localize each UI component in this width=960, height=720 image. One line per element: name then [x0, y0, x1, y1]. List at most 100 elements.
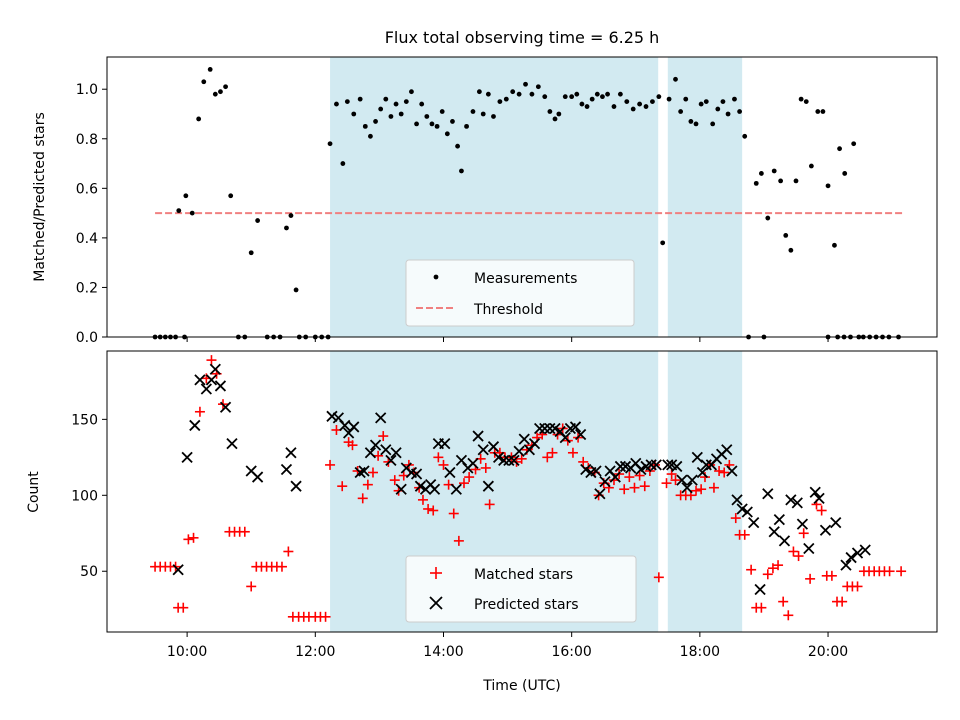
measurement-point-32: [334, 101, 339, 107]
predicted-point-71: [614, 460, 627, 473]
matched-point-57: [448, 508, 459, 519]
measurement-point-66: [516, 91, 522, 97]
measurement-point-80: [594, 91, 600, 97]
matched-point-126: [805, 573, 816, 584]
legend-measurements-marker: [433, 274, 439, 280]
predicted-point-92: [726, 465, 738, 477]
ratio-ytick-label-4: 0.8: [76, 132, 98, 148]
counts-legend: Matched stars Predicted stars: [405, 555, 637, 623]
xtick-label-1: 12:00: [295, 644, 335, 660]
matched-point-32: [320, 611, 331, 622]
predicted-point-105: [803, 542, 815, 555]
matched-point-76: [547, 447, 558, 458]
measurement-point-77: [579, 101, 585, 107]
predicted-point-81: [671, 460, 683, 473]
measurement-point-90: [656, 94, 662, 100]
measurement-point-64: [503, 96, 509, 102]
measurements-series: [152, 66, 901, 340]
predicted-point-44: [477, 444, 489, 456]
legend-matched-label: Matched stars: [474, 567, 573, 583]
measurement-point-44: [398, 111, 404, 117]
measurement-point-35: [351, 111, 357, 117]
measurement-point-82: [605, 91, 610, 97]
panel-ratio: 0.0 0.2 0.4 0.6 0.8 1.0 Matched/Predicted sta…: [32, 56, 938, 346]
measurement-point-12: [212, 91, 218, 97]
predicted-point-107: [813, 492, 825, 504]
predicted-point-45: [482, 480, 494, 492]
matched-point-70: [516, 453, 527, 464]
xtick-label-0: 10:00: [167, 644, 207, 660]
measurement-point-75: [569, 94, 575, 100]
legend-predicted-marker: [429, 596, 443, 610]
measurement-point-10: [201, 79, 207, 85]
legend-threshold-label: Threshold: [473, 302, 543, 318]
measurement-point-96: [688, 119, 694, 124]
measurement-point-14: [223, 84, 228, 90]
measurement-point-112: [778, 178, 784, 184]
matched-point-35: [337, 481, 348, 492]
measurement-point-24: [288, 213, 294, 218]
matched-point-75: [542, 452, 553, 463]
predicted-point-108: [819, 524, 832, 536]
matched-point-43: [378, 431, 389, 442]
measurement-point-36: [357, 96, 363, 102]
measurement-point-51: [434, 123, 440, 129]
predicted-point-78: [650, 459, 662, 471]
measurement-point-86: [630, 106, 636, 112]
predicted-point-102: [785, 494, 797, 506]
predicted-point-110: [840, 559, 852, 571]
matched-point-60: [464, 472, 475, 483]
matched-point-54: [433, 452, 444, 463]
predicted-point-91: [721, 444, 733, 456]
matched-point-128: [816, 505, 827, 516]
predicted-point-101: [778, 535, 791, 547]
measurement-point-62: [491, 114, 496, 119]
predicted-point-22: [364, 447, 377, 459]
measurement-point-50: [429, 121, 435, 127]
measurement-point-11: [207, 66, 213, 72]
measurement-point-114: [788, 247, 794, 253]
measurement-point-94: [678, 109, 684, 114]
ratio-legend-box: [405, 259, 635, 327]
predicted-point-52: [518, 433, 530, 445]
predicted-point-94: [736, 503, 748, 515]
matched-point-130: [826, 570, 837, 581]
predicted-point-50: [508, 454, 520, 466]
predicted-point-14: [290, 480, 302, 492]
ratio-shaded-region-1: [667, 57, 743, 337]
predicted-point-99: [768, 526, 780, 538]
matched-point-94: [639, 481, 650, 492]
matched-point-92: [629, 482, 640, 493]
measurement-point-7: [183, 193, 189, 199]
measurement-point-65: [510, 89, 516, 95]
matched-point-64: [484, 499, 495, 510]
measurement-point-38: [368, 133, 373, 139]
matched-point-93: [634, 470, 645, 481]
measurement-point-81: [600, 94, 605, 100]
predicted-point-63: [575, 428, 587, 441]
matched-point-18: [246, 581, 257, 592]
predicted-point-103: [791, 497, 803, 509]
panel-counts-frame: [106, 350, 938, 633]
predicted-point-67: [594, 488, 606, 500]
counts-y-ticks: 50 100 150: [71, 412, 107, 580]
predicted-point-12: [280, 463, 293, 476]
matched-point-47: [398, 470, 409, 481]
predicted-point-93: [731, 494, 743, 506]
measurement-point-57: [464, 123, 469, 129]
measurement-point-79: [589, 96, 595, 102]
predicted-point-70: [609, 471, 621, 483]
matched-point-106: [699, 472, 710, 483]
measurement-point-97: [693, 121, 699, 127]
predicted-point-1: [181, 451, 193, 463]
predicted-point-43: [472, 430, 484, 442]
predicted-point-11: [251, 471, 264, 483]
predicted-point-106: [809, 486, 821, 498]
measurement-point-95: [683, 96, 689, 102]
measurement-point-106: [742, 133, 748, 139]
predicted-point-21: [358, 465, 370, 477]
measurement-point-34: [344, 99, 350, 105]
measurement-point-98: [698, 101, 704, 107]
